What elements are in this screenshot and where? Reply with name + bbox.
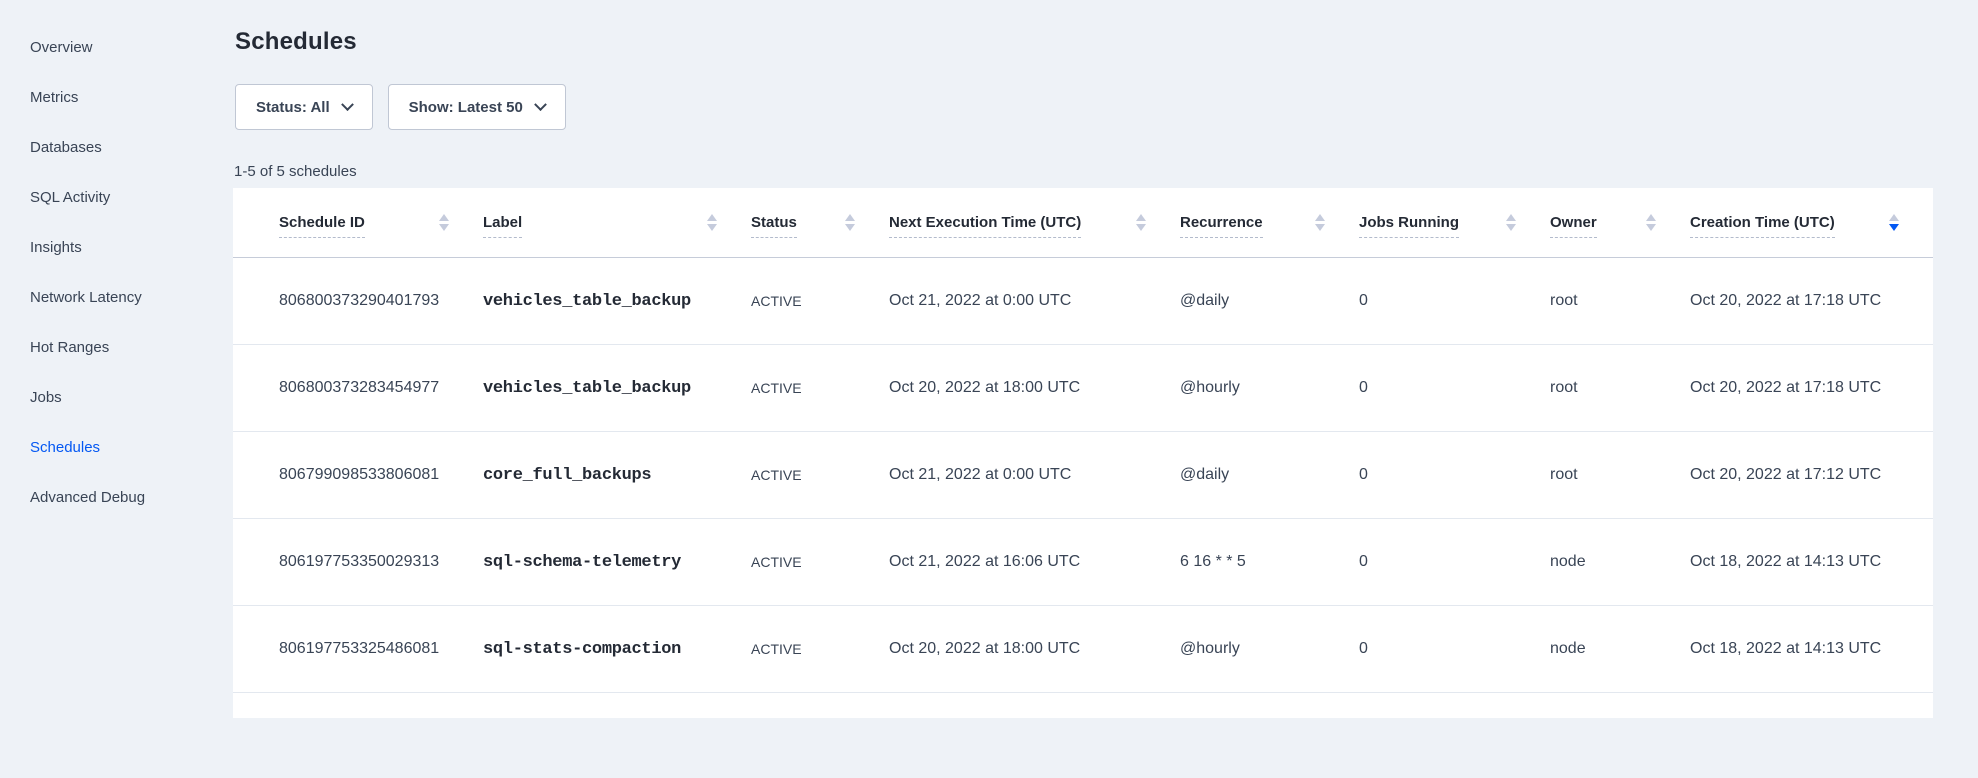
status-filter-label: Status: All — [256, 98, 330, 116]
cell-recurrence: 6 16 * * 5 — [1180, 553, 1246, 570]
sort-icon — [1506, 214, 1516, 231]
sidebar-item-databases[interactable]: Databases — [30, 138, 102, 156]
cell-next-execution-time: Oct 21, 2022 at 16:06 UTC — [889, 553, 1081, 570]
cell-status: ACTIVE — [751, 380, 802, 396]
cell-status: ACTIVE — [751, 554, 802, 570]
table-row: 806197753350029313 sql-schema-telemetry … — [233, 519, 1933, 606]
sidebar-item-insights[interactable]: Insights — [30, 238, 82, 256]
sidebar-item-hot-ranges[interactable]: Hot Ranges — [30, 338, 110, 356]
sort-desc-icon — [1889, 214, 1899, 231]
cell-status: ACTIVE — [751, 293, 802, 309]
cell-schedule-id: 806197753325486081 — [279, 640, 440, 657]
cell-next-execution-time: Oct 21, 2022 at 0:00 UTC — [889, 292, 1072, 309]
cell-label: sql-stats-compaction — [483, 639, 682, 659]
sidebar-item-metrics[interactable]: Metrics — [30, 88, 79, 106]
status-filter-dropdown[interactable]: Status: All — [235, 84, 373, 130]
cell-jobs-running: 0 — [1359, 640, 1368, 657]
cell-schedule-id: 806800373290401793 — [279, 292, 440, 309]
results-count: 1-5 of 5 schedules — [234, 163, 357, 180]
cell-label: sql-schema-telemetry — [483, 552, 682, 572]
cell-status: ACTIVE — [751, 467, 802, 483]
sort-icon — [1315, 214, 1325, 231]
sort-icon — [439, 214, 449, 231]
cell-recurrence: @hourly — [1180, 379, 1240, 396]
cell-label: vehicles_table_backup — [483, 378, 691, 398]
cell-recurrence: @hourly — [1180, 640, 1240, 657]
cell-recurrence: @daily — [1180, 292, 1230, 309]
cell-schedule-id: 806799098533806081 — [279, 466, 440, 483]
cell-recurrence: @daily — [1180, 466, 1230, 483]
cell-next-execution-time: Oct 20, 2022 at 18:00 UTC — [889, 640, 1081, 657]
sidebar-item-schedules[interactable]: Schedules — [30, 438, 101, 456]
column-header-schedule-id[interactable]: Schedule ID — [233, 188, 483, 257]
cell-jobs-running: 0 — [1359, 466, 1368, 483]
table-row: 806799098533806081 core_full_backups ACT… — [233, 432, 1933, 519]
cell-jobs-running: 0 — [1359, 292, 1368, 309]
sort-icon — [1136, 214, 1146, 231]
cell-schedule-id: 806800373283454977 — [279, 379, 440, 396]
schedules-table: Schedule ID Label Status Next Execution … — [233, 188, 1933, 718]
cell-jobs-running: 0 — [1359, 553, 1368, 570]
sidebar-item-advanced-debug[interactable]: Advanced Debug — [30, 488, 146, 506]
chevron-down-icon — [533, 97, 547, 111]
sidebar: Overview Metrics Databases SQL Activity … — [0, 0, 222, 778]
cell-next-execution-time: Oct 21, 2022 at 0:00 UTC — [889, 466, 1072, 483]
cell-owner: root — [1550, 379, 1578, 396]
cell-owner: root — [1550, 292, 1578, 309]
column-header-status[interactable]: Status — [751, 188, 889, 257]
cell-status: ACTIVE — [751, 641, 802, 657]
column-header-recurrence[interactable]: Recurrence — [1180, 188, 1359, 257]
column-header-next-execution-time[interactable]: Next Execution Time (UTC) — [889, 188, 1180, 257]
cell-creation-time: Oct 20, 2022 at 17:18 UTC — [1690, 292, 1882, 309]
cell-jobs-running: 0 — [1359, 379, 1368, 396]
chevron-down-icon — [340, 97, 354, 111]
table-row: 806197753325486081 sql-stats-compaction … — [233, 606, 1933, 693]
cell-label: core_full_backups — [483, 465, 652, 485]
cell-creation-time: Oct 18, 2022 at 14:13 UTC — [1690, 553, 1882, 570]
cell-schedule-id: 806197753350029313 — [279, 553, 440, 570]
sidebar-item-network-latency[interactable]: Network Latency — [30, 288, 142, 306]
table-row: 806800373283454977 vehicles_table_backup… — [233, 345, 1933, 432]
column-header-label[interactable]: Label — [483, 188, 751, 257]
cell-creation-time: Oct 20, 2022 at 17:18 UTC — [1690, 379, 1882, 396]
page-title: Schedules — [235, 28, 357, 55]
sort-icon — [845, 214, 855, 231]
table-header-row: Schedule ID Label Status Next Execution … — [233, 188, 1933, 258]
table-row: 806800373290401793 vehicles_table_backup… — [233, 258, 1933, 345]
show-filter-label: Show: Latest 50 — [408, 98, 523, 116]
cell-owner: node — [1550, 553, 1586, 570]
filter-bar: Status: All Show: Latest 50 — [235, 84, 566, 130]
cell-creation-time: Oct 18, 2022 at 14:13 UTC — [1690, 640, 1882, 657]
column-header-owner[interactable]: Owner — [1550, 188, 1690, 257]
cell-owner: root — [1550, 466, 1578, 483]
sidebar-item-overview[interactable]: Overview — [30, 38, 93, 56]
show-filter-dropdown[interactable]: Show: Latest 50 — [387, 84, 566, 130]
cell-owner: node — [1550, 640, 1586, 657]
column-header-jobs-running[interactable]: Jobs Running — [1359, 188, 1550, 257]
cell-label: vehicles_table_backup — [483, 291, 691, 311]
column-header-creation-time[interactable]: Creation Time (UTC) — [1690, 188, 1933, 257]
sidebar-item-jobs[interactable]: Jobs — [30, 388, 62, 406]
sidebar-item-sql-activity[interactable]: SQL Activity — [30, 188, 111, 206]
cell-creation-time: Oct 20, 2022 at 17:12 UTC — [1690, 466, 1882, 483]
sort-icon — [707, 214, 717, 231]
sort-icon — [1646, 214, 1656, 231]
cell-next-execution-time: Oct 20, 2022 at 18:00 UTC — [889, 379, 1081, 396]
